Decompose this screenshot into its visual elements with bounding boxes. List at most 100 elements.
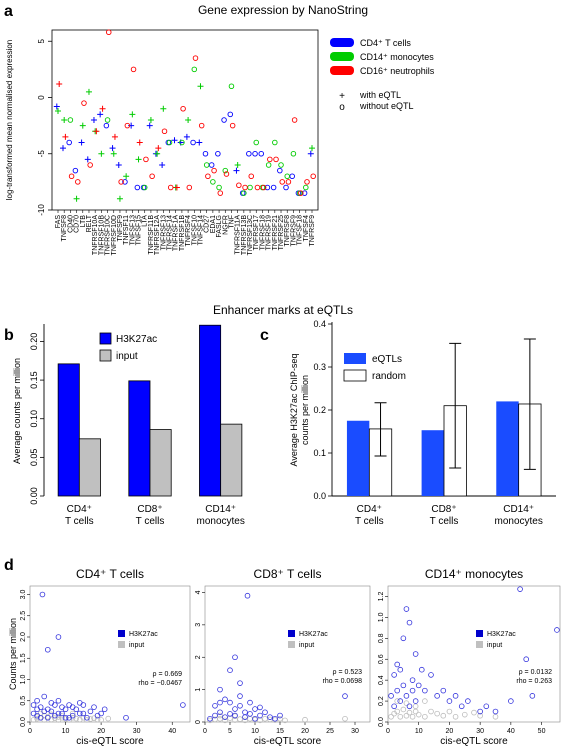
- point-h3k27ac: [84, 714, 90, 721]
- legend-label: H3K27ac: [299, 631, 328, 638]
- point-with-eqtl: [160, 105, 167, 112]
- point-h3k27ac: [277, 712, 283, 719]
- point-h3k27ac: [554, 627, 560, 633]
- chart-c-eqtl-bars: 0.0 0.1 0.2 0.3 0.4 Average H3K27ac ChIP-seqc…: [289, 319, 556, 527]
- point-h3k27ac: [244, 592, 251, 599]
- point-input: [84, 717, 90, 723]
- legend-swatch: [330, 52, 354, 61]
- point-with-eqtl: [307, 150, 314, 157]
- point-without-eqtl: [246, 150, 252, 157]
- gene-label: TNFRSF8: [284, 215, 291, 247]
- point-without-eqtl: [118, 179, 124, 185]
- point-h3k27ac: [222, 714, 228, 720]
- point-h3k27ac: [48, 708, 55, 715]
- x-tick-label: 25: [326, 728, 334, 735]
- x-tick-label: 30: [133, 728, 141, 735]
- legend-marker-symbol: o: [339, 102, 345, 113]
- point-h3k27ac: [34, 697, 40, 704]
- point-h3k27ac: [247, 711, 253, 717]
- point-h3k27ac: [207, 715, 213, 722]
- point-with-eqtl: [59, 145, 66, 152]
- point-without-eqtl: [283, 184, 289, 191]
- point-without-eqtl: [252, 150, 258, 157]
- point-with-eqtl: [55, 108, 61, 114]
- point-h3k27ac: [483, 703, 490, 710]
- point-without-eqtl: [208, 162, 215, 168]
- point-h3k27ac: [37, 704, 44, 710]
- point-h3k27ac: [91, 704, 97, 710]
- point-input: [59, 714, 65, 721]
- point-with-eqtl: [99, 105, 106, 112]
- point-with-eqtl: [128, 122, 135, 129]
- point-input: [446, 708, 453, 715]
- point-with-eqtl: [147, 117, 154, 123]
- point-with-eqtl: [53, 103, 60, 110]
- point-with-eqtl: [61, 117, 68, 123]
- x-tick-label: 0: [203, 728, 207, 735]
- point-input: [73, 715, 80, 722]
- y-tick-label: 0.05: [29, 449, 39, 467]
- point-input: [247, 715, 253, 722]
- y-tick-label: 3.0: [20, 590, 27, 600]
- point-without-eqtl: [149, 173, 155, 179]
- point-with-eqtl: [98, 150, 105, 157]
- chart-b-enhancer-bars: 0.00 0.05 0.10 0.15 0.20 Average counts per m…: [12, 324, 245, 527]
- y-tick-label: 0.4: [378, 675, 385, 685]
- point-with-eqtl: [62, 133, 69, 140]
- point-without-eqtl: [161, 128, 168, 134]
- point-h3k27ac: [87, 708, 94, 715]
- point-without-eqtl: [248, 173, 254, 179]
- scatter-xlabel: cis-eQTL score: [440, 736, 508, 747]
- gene-label: CD40: [67, 215, 74, 233]
- point-h3k27ac: [242, 709, 248, 716]
- point-h3k27ac: [48, 700, 55, 706]
- point-h3k27ac: [76, 700, 83, 706]
- point-without-eqtl: [227, 111, 234, 118]
- point-h3k27ac: [222, 696, 228, 703]
- point-h3k27ac: [37, 714, 44, 721]
- point-h3k27ac: [101, 706, 108, 713]
- point-with-eqtl: [135, 156, 142, 163]
- point-without-eqtl: [216, 184, 222, 191]
- point-without-eqtl: [229, 122, 236, 129]
- x-tick-label: 40: [168, 728, 176, 735]
- point-without-eqtl: [270, 184, 277, 191]
- point-input: [422, 698, 428, 704]
- gene-label: TNFSF18: [297, 215, 304, 245]
- x-tick-label: 30: [351, 728, 359, 735]
- point-h3k27ac: [123, 714, 129, 721]
- point-without-eqtl: [284, 173, 290, 179]
- gene-label: TNFRSF12A: [154, 215, 161, 255]
- y-tick-label: 0.2: [313, 405, 326, 415]
- legend-label: H3K27ac: [487, 631, 516, 638]
- point-without-eqtl: [211, 167, 217, 174]
- point-input: [48, 711, 55, 718]
- gene-label: TNFSF14: [197, 215, 204, 245]
- point-h3k27ac: [252, 715, 258, 722]
- y-tick-label: 1.2: [378, 591, 385, 601]
- category-label: CD14⁺ monocytes: [494, 504, 542, 527]
- y-tick-label: -5: [37, 150, 46, 158]
- bar-H3K27ac: [199, 324, 222, 497]
- point-h3k27ac: [529, 693, 536, 699]
- point-without-eqtl: [81, 100, 87, 106]
- bar-input: [78, 438, 101, 497]
- y-tick-label: 0.5: [20, 696, 27, 706]
- point-input: [302, 716, 308, 723]
- chart-d-cd4-scatter: CD4⁺ T cells 0 10 20 30 40 0.0 0.5 1.0 1.5 2.0 2.5 3…: [8, 567, 191, 747]
- point-input: [388, 713, 394, 720]
- gene-label: TNFRSF1B: [179, 215, 186, 252]
- point-input: [87, 716, 94, 722]
- point-h3k27ac: [391, 703, 397, 710]
- point-input: [237, 716, 243, 722]
- y-tick-label: 1.0: [20, 675, 27, 685]
- gene-label: TNFRSF1A: [173, 215, 180, 252]
- point-h3k27ac: [73, 706, 80, 713]
- gene-label: TNFRSF10B: [98, 215, 105, 255]
- point-without-eqtl: [241, 190, 247, 196]
- point-h3k27ac: [41, 708, 48, 715]
- point-h3k27ac: [59, 710, 65, 717]
- gene-label: CD70: [74, 215, 81, 233]
- point-h3k27ac: [232, 712, 238, 719]
